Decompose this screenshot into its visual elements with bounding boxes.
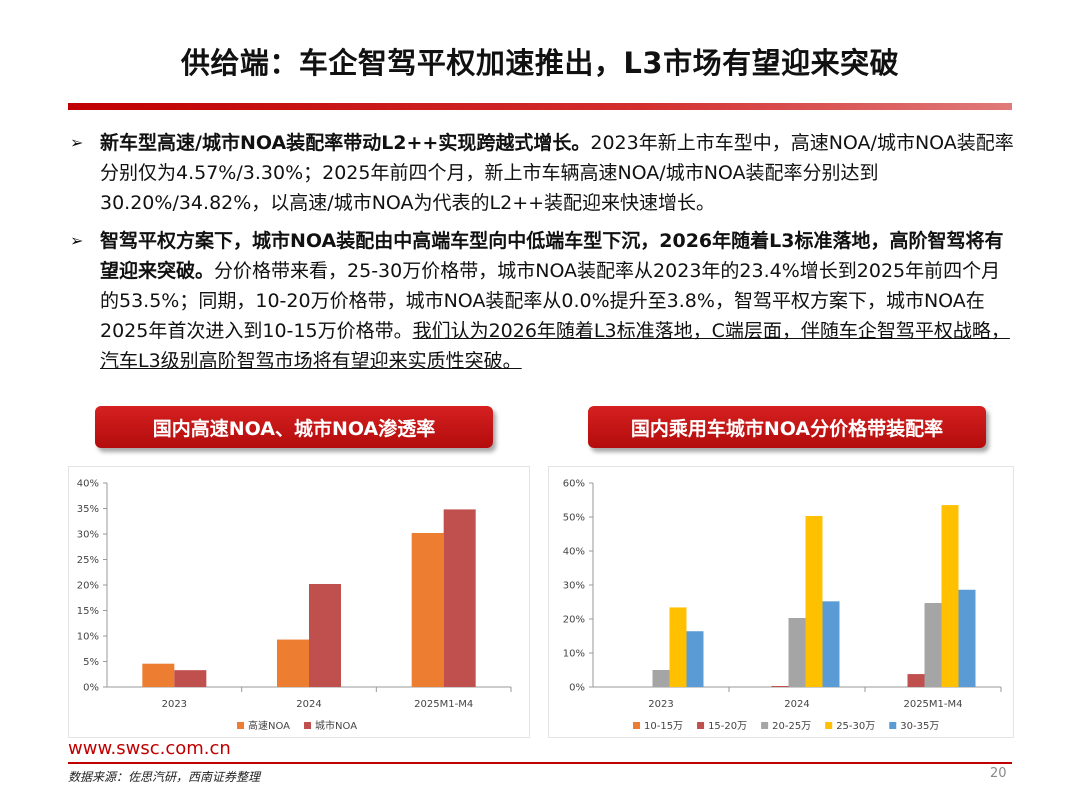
y-tick-label: 25% bbox=[77, 555, 99, 566]
paragraph-2-conclusion: 我们认为2026年随着L3标准落地，C端层面，伴随车企智驾平权战略，汽车L3级别… bbox=[100, 320, 1010, 372]
y-tick-label: 40% bbox=[563, 547, 585, 558]
y-tick-label: 10% bbox=[77, 632, 99, 643]
bar-15-20万-2025M1-M4 bbox=[907, 674, 925, 687]
data-source-note: 数据来源：佐思汽研，西南证券整理 bbox=[68, 770, 261, 784]
legend-swatch-10-15万 bbox=[633, 722, 640, 729]
chart-right-title-badge: 国内乘用车城市NOA分价格带装配率 bbox=[588, 406, 986, 448]
bar-高速NOA-2025M1-M4 bbox=[411, 532, 444, 687]
y-tick-label: 20% bbox=[563, 615, 585, 626]
legend-label-城市NOA: 城市NOA bbox=[315, 719, 357, 732]
chart-left-frame: 0% 5% 10% 15% 20% 25% 30% 35% 40% 2023 2024 2025M1-… bbox=[68, 466, 530, 738]
legend-label-高速NOA: 高速NOA bbox=[248, 719, 290, 732]
paragraph-1-lead: 新车型高速/城市NOA装配率带动L2++实现跨越式增长。 bbox=[100, 132, 591, 154]
bar-30-35万-2024 bbox=[822, 601, 840, 687]
website-url[interactable]: www.swsc.com.cn bbox=[68, 738, 231, 759]
bar-高速NOA-2023 bbox=[142, 663, 175, 687]
y-tick-label: 60% bbox=[563, 479, 585, 490]
y-tick-label: 5% bbox=[83, 657, 99, 668]
legend-swatch-30-35万 bbox=[889, 722, 897, 729]
paragraph-2-body: 分价格带来看，25-30万价格带，城市NOA装配率从2023年的23.4%增长到… bbox=[100, 260, 1001, 342]
y-tick-label: 50% bbox=[563, 513, 585, 524]
x-tick-label: 2025M1-M4 bbox=[903, 699, 962, 710]
legend-label-25-30万: 25-30万 bbox=[836, 721, 875, 732]
y-tick-label: 0% bbox=[83, 683, 99, 694]
title-divider bbox=[68, 103, 1012, 110]
noa-penetration-chart: 0% 5% 10% 15% 20% 25% 30% 35% 40% 2023 2024 2025M1-… bbox=[77, 479, 512, 732]
x-tick-label: 2023 bbox=[162, 699, 187, 710]
legend-label-10-15万: 10-15万 bbox=[644, 721, 683, 732]
x-tick-label: 2025M1-M4 bbox=[414, 699, 473, 710]
chart-left-title-badge: 国内高速NOA、城市NOA渗透率 bbox=[95, 406, 493, 448]
page-title: 供给端：车企智驾平权加速推出，L3市场有望迎来突破 bbox=[180, 46, 900, 80]
y-tick-label: 0% bbox=[569, 683, 585, 694]
bar-城市NOA-2025M1-M4 bbox=[443, 509, 476, 687]
y-tick-label: 10% bbox=[563, 649, 585, 660]
legend-label-20-25万: 20-25万 bbox=[772, 721, 811, 732]
y-tick-label: 40% bbox=[77, 479, 99, 490]
y-tick-label: 30% bbox=[77, 530, 99, 541]
footer-divider bbox=[68, 762, 1012, 764]
legend-swatch-20-25万 bbox=[761, 722, 769, 729]
bar-20-25万-2025M1-M4 bbox=[924, 603, 942, 687]
city-noa-price-band-chart: 0% 10% 20% 30% 40% 50% 60% 2023 2024 2025M1-M4 10-… bbox=[563, 479, 1002, 732]
x-tick-label: 2023 bbox=[648, 699, 673, 710]
y-tick-label: 30% bbox=[563, 581, 585, 592]
y-tick-label: 20% bbox=[77, 581, 99, 592]
legend-label-30-35万: 30-35万 bbox=[900, 721, 939, 732]
bullet-arrow-icon: ➢ bbox=[70, 231, 84, 250]
legend-swatch-高速NOA bbox=[237, 722, 244, 729]
bar-高速NOA-2024 bbox=[277, 639, 309, 687]
bar-30-35万-2025M1-M4 bbox=[958, 589, 976, 687]
legend-label-15-20万: 15-20万 bbox=[708, 721, 747, 732]
paragraph-1: ➢ 新车型高速/城市NOA装配率带动L2++实现跨越式增长。2023年新上市车型… bbox=[68, 128, 1018, 218]
chart-right-frame: 0% 10% 20% 30% 40% 50% 60% 2023 2024 2025M1-M4 10-… bbox=[548, 466, 1014, 738]
bar-25-30万-2023 bbox=[669, 607, 687, 687]
paragraph-2-lead: 智驾平权方案下，城市NOA装配由中高端车型向中低端车型下沉，2026年随着L3标… bbox=[100, 230, 1004, 282]
paragraph-1-body: 2023年新上市车型中，高速NOA/城市NOA装配率分别仅为4.57%/3.30… bbox=[100, 132, 1014, 214]
paragraph-2: ➢ 智驾平权方案下，城市NOA装配由中高端车型向中低端车型下沉，2026年随着L… bbox=[68, 226, 1018, 376]
bar-20-25万-2023 bbox=[652, 670, 670, 687]
x-tick-label: 2024 bbox=[296, 699, 321, 710]
bullet-arrow-icon: ➢ bbox=[70, 133, 84, 152]
bar-城市NOA-2023 bbox=[174, 670, 207, 687]
legend-swatch-15-20万 bbox=[697, 722, 705, 729]
y-tick-label: 35% bbox=[77, 504, 99, 515]
legend-swatch-25-30万 bbox=[825, 722, 833, 729]
bar-15-20万-2024 bbox=[771, 685, 789, 687]
bar-城市NOA-2024 bbox=[309, 583, 341, 687]
bar-25-30万-2025M1-M4 bbox=[941, 505, 959, 687]
x-tick-label: 2024 bbox=[784, 699, 809, 710]
y-tick-label: 15% bbox=[77, 606, 99, 617]
bar-25-30万-2024 bbox=[805, 515, 823, 687]
bar-20-25万-2024 bbox=[788, 617, 806, 687]
legend-swatch-城市NOA bbox=[304, 722, 312, 729]
page-number: 20 bbox=[990, 766, 1007, 781]
bar-30-35万-2023 bbox=[686, 631, 704, 687]
